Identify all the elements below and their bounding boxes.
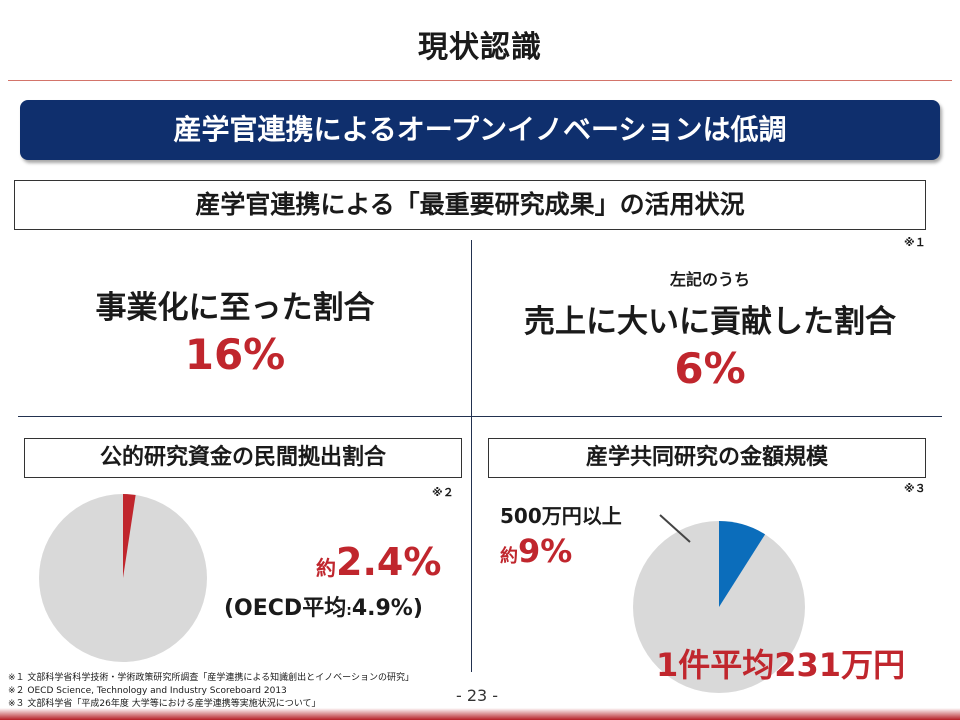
- vertical-divider: [471, 240, 472, 672]
- bottom-accent-bar: [0, 708, 960, 720]
- oecd-average: (OECD平均:4.9%): [224, 590, 423, 622]
- headline-banner: 産学官連携によるオープンイノベーションは低調: [20, 100, 940, 160]
- of-which-label: 左記のうち: [669, 270, 750, 289]
- average-amount: 1件平均231万円: [656, 646, 906, 684]
- private-share-value: 約2.4%: [316, 540, 441, 584]
- footnotes: ※１ 文部科学省科学技術・学術政策研究所調査「産学連携による知識創出とイノベーシ…: [8, 672, 414, 711]
- title-divider: [8, 80, 952, 81]
- commercialization-value: 16%: [184, 330, 286, 379]
- private-share-number: 2.4%: [336, 540, 442, 584]
- footnote-2: ※２ OECD Science, Technology and Industry…: [8, 686, 287, 696]
- pie-slice-over-5m: [719, 521, 766, 607]
- section-subheading: 産学官連携による「最重要研究成果」の活用状況: [14, 180, 926, 230]
- note-mark-1: ※１: [904, 236, 926, 249]
- horizontal-divider: [18, 416, 942, 417]
- over-5m-label: 500万円以上: [500, 504, 622, 528]
- page-number: - 23 -: [456, 686, 499, 705]
- pie-slice-private-share: [123, 494, 136, 578]
- approx-label: 約: [500, 546, 518, 567]
- footnote-3: ※３ 文部科学省「平成26年度 大学等における産学連携等実施状況について」: [8, 699, 321, 709]
- callout-leader-line: [659, 514, 691, 543]
- joint-research-pie-chart: [633, 521, 805, 693]
- footnote-1: ※１ 文部科学省科学技術・学術政策研究所調査「産学連携による知識創出とイノベーシ…: [8, 673, 414, 683]
- public-funding-box: 公的研究資金の民間拠出割合: [24, 438, 462, 478]
- oecd-label: (OECD平均: [224, 596, 347, 621]
- approx-label: 約: [316, 556, 336, 580]
- sales-contribution-value: 6%: [674, 344, 746, 393]
- sales-contribution-label: 売上に大いに貢献した割合: [524, 304, 896, 340]
- note-mark-3: ※３: [904, 482, 926, 495]
- over-5m-number: 9%: [518, 532, 573, 570]
- oecd-colon: :: [346, 603, 352, 619]
- commercialization-label: 事業化に至った割合: [95, 290, 375, 326]
- note-mark-2: ※２: [432, 486, 454, 499]
- joint-research-box: 産学共同研究の金額規模: [488, 438, 926, 478]
- public-funding-pie-chart: [39, 494, 207, 662]
- oecd-value: 4.9%): [351, 596, 423, 621]
- over-5m-value: 約9%: [500, 532, 572, 570]
- page-title: 現状認識: [418, 30, 542, 65]
